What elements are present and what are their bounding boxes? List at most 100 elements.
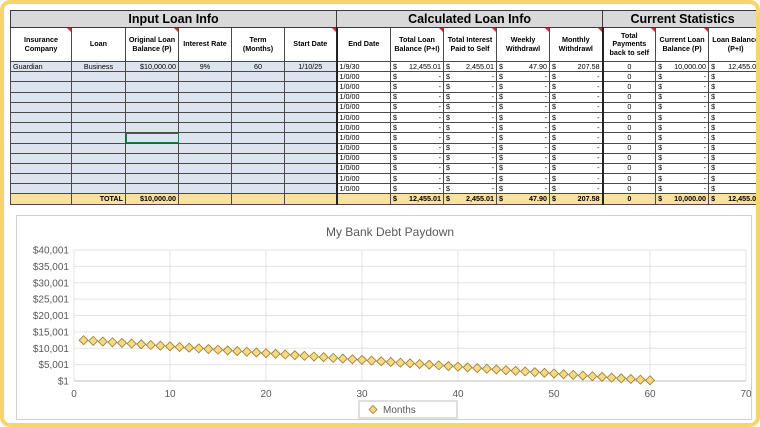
cell-total-interest[interactable]: $2,455.01 [443,60,498,73]
cell-start-date[interactable] [283,122,338,134]
cell-total-loan-balance[interactable]: $12,455.01 [390,60,445,73]
total-payments[interactable]: 0 [601,193,657,206]
cell-monthly-withdrawl[interactable]: $ - [549,122,604,134]
cell-loan[interactable] [71,122,126,134]
cell-term[interactable] [231,152,285,164]
cell-interest-rate[interactable] [178,101,232,113]
hdr-start-date[interactable]: Start Date [283,27,338,62]
cell-start-date[interactable] [283,91,338,103]
cell-total-interest[interactable]: $ - [443,173,498,185]
cell-original-balance[interactable] [125,71,179,83]
cell-total-payments[interactable]: 0 [601,91,657,103]
total-balance-pi[interactable]: $12,455.01 [708,193,756,206]
total-label[interactable]: TOTAL [71,193,126,206]
cell-loan[interactable] [71,142,126,154]
cell-monthly-withdrawl[interactable]: $ - [549,111,604,124]
cell-total-loan-balance[interactable]: $ - [390,183,445,195]
cell-loan-balance-pi[interactable]: $12,455.01 [708,60,756,73]
cell-end-date[interactable]: 1/0/00 [335,91,392,103]
cell-insurance-company[interactable] [10,162,72,175]
cell-insurance-company[interactable] [10,132,72,144]
cell-start-date[interactable] [283,111,338,124]
cell-end-date[interactable]: 1/0/00 [335,101,392,113]
total-monthly[interactable]: $207.58 [549,193,604,206]
cell-total-loan-balance[interactable]: $ - [390,91,445,103]
hdr-term[interactable]: Term (Months) [231,27,285,62]
cell-start-date[interactable] [283,81,338,93]
cell-end-date[interactable]: 1/0/00 [335,122,392,134]
cell-term[interactable] [231,173,285,185]
cell-original-balance[interactable]: $10,000.00 [125,60,179,73]
cell-original-balance[interactable] [125,81,179,93]
cell-term[interactable] [231,132,285,144]
cell-current-loan-balance[interactable]: $10,000.00 [655,60,710,73]
cell-weekly-withdrawl[interactable]: $ - [496,132,551,144]
cell-weekly-withdrawl[interactable]: $ - [496,152,551,164]
cell-interest-rate[interactable] [178,183,232,195]
cell-end-date[interactable]: 1/0/00 [335,111,392,124]
cell-total-interest[interactable]: $ - [443,122,498,134]
cell-term[interactable] [231,71,285,83]
total-current-balance[interactable]: $10,000.00 [655,193,710,206]
cell-current-loan-balance[interactable]: $ - [655,71,710,83]
total-blank-2[interactable] [178,193,232,206]
cell-insurance-company[interactable] [10,183,72,195]
cell-weekly-withdrawl[interactable]: $47.90 [496,60,551,73]
cell-original-balance[interactable] [125,162,179,175]
cell-current-loan-balance[interactable]: $ - [655,81,710,93]
cell-start-date[interactable]: 1/10/25 [283,60,338,73]
cell-current-loan-balance[interactable]: $ - [655,183,710,195]
cell-total-interest[interactable]: $ - [443,132,498,144]
hdr-weekly-withdrawl[interactable]: Weekly Withdrawl [496,27,551,62]
cell-original-balance[interactable] [125,101,179,113]
cell-total-loan-balance[interactable]: $ - [390,132,445,144]
cell-total-payments[interactable]: 0 [601,173,657,185]
cell-insurance-company[interactable] [10,152,72,164]
cell-loan-balance-pi[interactable]: $ - [708,111,756,124]
cell-term[interactable] [231,111,285,124]
cell-current-loan-balance[interactable]: $ - [655,122,710,134]
cell-monthly-withdrawl[interactable]: $ - [549,71,604,83]
cell-loan[interactable] [71,173,126,185]
hdr-total-loan-balance[interactable]: Total Loan Balance (P+I) [390,27,445,62]
cell-loan-balance-pi[interactable]: $ - [708,91,756,103]
cell-current-loan-balance[interactable]: $ - [655,173,710,185]
cell-loan-balance-pi[interactable]: $ - [708,173,756,185]
cell-insurance-company[interactable] [10,81,72,93]
hdr-original-loan-balance[interactable]: Original Loan Balance (P) [125,27,179,62]
cell-insurance-company[interactable] [10,142,72,154]
cell-total-payments[interactable]: 0 [601,183,657,195]
cell-total-interest[interactable]: $ - [443,183,498,195]
cell-end-date[interactable]: 1/0/00 [335,162,392,175]
cell-loan[interactable] [71,71,126,83]
cell-total-loan-balance[interactable]: $ - [390,81,445,93]
cell-insurance-company[interactable] [10,111,72,124]
total-interest[interactable]: $2,455.01 [443,193,498,206]
cell-total-interest[interactable]: $ - [443,152,498,164]
hdr-end-date[interactable]: End Date [335,27,392,62]
cell-weekly-withdrawl[interactable]: $ - [496,183,551,195]
cell-interest-rate[interactable] [178,152,232,164]
cell-start-date[interactable] [283,162,338,175]
cell-total-interest[interactable]: $ - [443,81,498,93]
cell-total-interest[interactable]: $ - [443,111,498,124]
hdr-interest-rate[interactable]: Interest Rate [178,27,232,62]
cell-insurance-company[interactable]: Guardian [10,60,72,73]
cell-end-date[interactable]: 1/0/00 [335,152,392,164]
cell-total-payments[interactable]: 0 [601,101,657,113]
cell-total-loan-balance[interactable]: $ - [390,162,445,175]
cell-current-loan-balance[interactable]: $ - [655,142,710,154]
cell-loan[interactable] [71,111,126,124]
cell-insurance-company[interactable] [10,101,72,113]
cell-interest-rate[interactable] [178,173,232,185]
cell-loan-balance-pi[interactable]: $ - [708,122,756,134]
cell-insurance-company[interactable] [10,71,72,83]
cell-original-balance[interactable] [125,183,179,195]
cell-current-loan-balance[interactable]: $ - [655,101,710,113]
cell-current-loan-balance[interactable]: $ - [655,152,710,164]
cell-loan[interactable] [71,162,126,175]
cell-total-payments[interactable]: 0 [601,152,657,164]
cell-original-balance[interactable] [125,152,179,164]
cell-total-payments[interactable]: 0 [601,122,657,134]
cell-interest-rate[interactable] [178,122,232,134]
